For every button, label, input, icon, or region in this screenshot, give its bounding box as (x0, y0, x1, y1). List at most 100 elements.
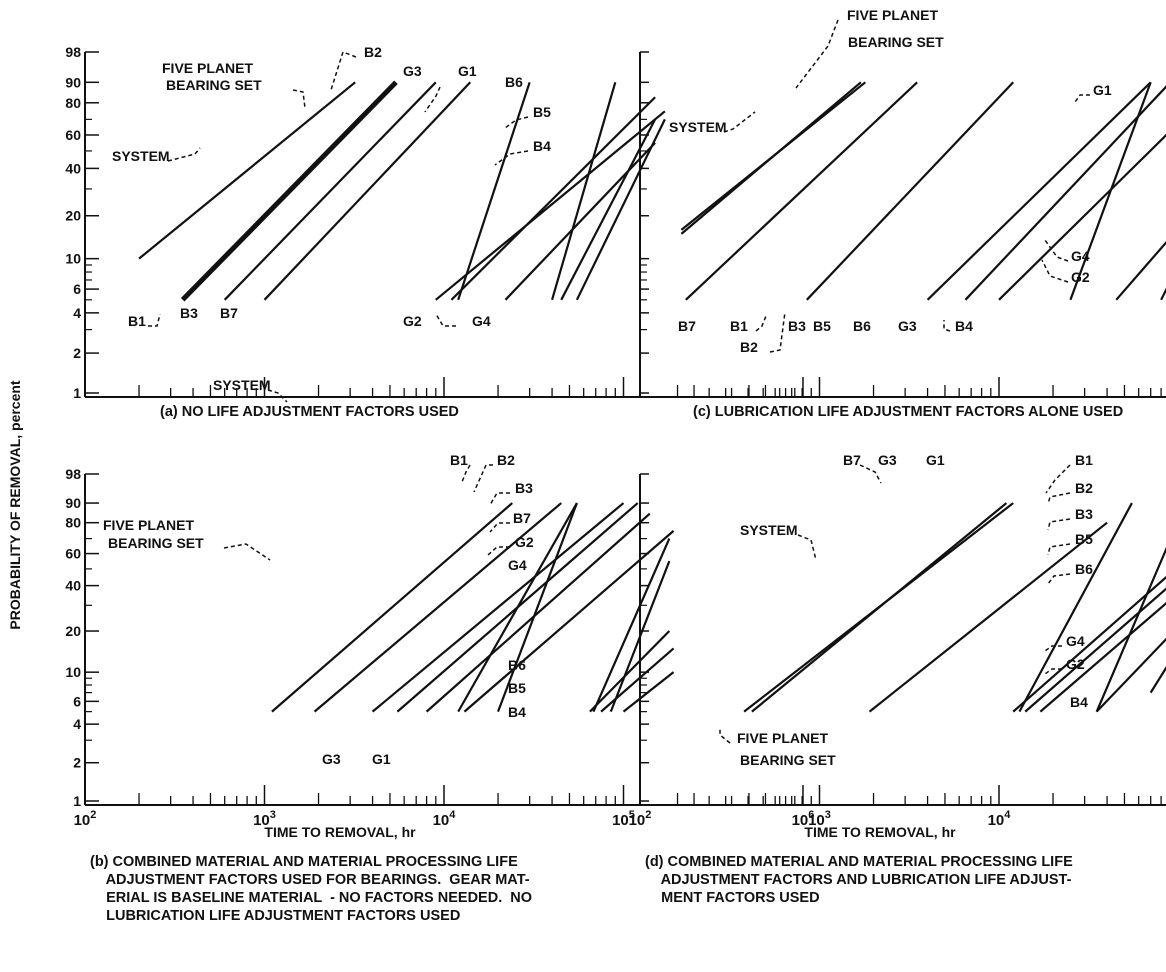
y-tick-label: 60 (65, 546, 81, 562)
series-label: B3 (788, 318, 806, 334)
series-line-b6 (589, 630, 671, 713)
series-line-five-planet-bearing-set (680, 81, 867, 231)
leader-line (167, 147, 201, 162)
series-line-g1 (497, 502, 578, 713)
series-label: SYSTEM (740, 522, 798, 538)
y-tick-label: 2 (73, 755, 81, 771)
y-tick-label: 40 (65, 160, 81, 176)
series-label: B1 (730, 318, 748, 334)
series-label: B2 (364, 44, 382, 60)
caption-line: MENT FACTORS USED (645, 890, 820, 906)
leader-line (1045, 464, 1071, 494)
series-label: B3 (1075, 506, 1093, 522)
series-label: B5 (508, 680, 526, 696)
series-line-g2 (1160, 287, 1166, 301)
leader-line (1047, 573, 1071, 585)
caption-line: (a) NO LIFE ADJUSTMENT FACTORS USED (160, 404, 459, 420)
x-tick-label: 102 (629, 809, 652, 829)
series-label: B5 (813, 318, 831, 334)
leader-line (1044, 239, 1069, 262)
leader-line (1041, 259, 1069, 283)
series-line-b1 (180, 80, 398, 302)
series-line-b5 (964, 85, 1166, 301)
leader-line (489, 492, 510, 506)
series-label: B4 (533, 138, 551, 154)
leader-line (719, 727, 731, 744)
leader-line (424, 86, 441, 113)
series-label: FIVE PLANET (103, 517, 194, 533)
series-line-five-planet-bearing-set (743, 502, 1014, 713)
series-line-five-planet-bearing-set (313, 502, 562, 713)
series-line-b7 (868, 521, 1108, 713)
series-label: B2 (1075, 480, 1093, 496)
panel-c: FIVE PLANET BEARING SET SYSTEM G1 G4 G2 B7 B1 B3… (639, 7, 1166, 398)
leader-line (473, 464, 493, 493)
leader-line (755, 315, 767, 332)
series-label: BEARING SET (166, 77, 262, 93)
leader-line (797, 534, 817, 561)
series-label: B2 (497, 452, 515, 468)
series-label: BEARING SET (740, 752, 836, 768)
y-tick-label: 20 (65, 623, 81, 639)
series-label: G1 (926, 452, 945, 468)
series-line-system (138, 81, 356, 260)
series-line-b5 (1095, 637, 1166, 713)
leader-line (1044, 668, 1062, 675)
x-tick-label: 104 (988, 809, 1012, 829)
y-tick-label: 4 (73, 716, 81, 732)
leader-line (1047, 518, 1071, 531)
leader-line (1044, 645, 1062, 652)
leader-line (859, 464, 882, 484)
series-label: B3 (180, 305, 198, 321)
series-line-b5 (435, 110, 666, 301)
y-axis-title: PROBABILITY OF REMOVAL, percent (7, 380, 23, 630)
series-line-b4 (622, 671, 675, 713)
y-tick-label: 4 (73, 305, 81, 321)
series-label: G2 (403, 313, 422, 329)
series-label: B4 (955, 318, 973, 334)
x-tick-label: 102 (74, 809, 97, 829)
leader-line (723, 111, 756, 133)
series-line-g3 (457, 81, 531, 301)
series-label: B6 (508, 657, 526, 673)
series-line-b3 (1039, 601, 1166, 713)
series-label: B1 (1075, 452, 1093, 468)
caption-panel-a: (a) NO LIFE ADJUSTMENT FACTORS USED (160, 403, 459, 421)
series-label: B6 (853, 318, 871, 334)
series-line-b6 (450, 96, 656, 301)
series-line-b1 (371, 502, 625, 713)
series-label: B3 (515, 480, 533, 496)
series-label: G4 (1071, 248, 1090, 264)
x-axis-title-right: TIME TO REMOVAL, hr (804, 824, 956, 840)
series-label: B1 (450, 452, 468, 468)
y-tick-label: 98 (65, 44, 81, 60)
y-tick-label: 20 (65, 208, 81, 224)
y-tick-label: 10 (65, 251, 81, 267)
series-label: FIVE PLANET (847, 7, 938, 23)
series-line-b4 (1115, 240, 1166, 301)
caption-line: ADJUSTMENT FACTORS AND LUBRICATION LIFE … (645, 872, 1072, 888)
series-line-b1 (806, 81, 1015, 301)
leader-line (461, 464, 471, 483)
leader-line (292, 89, 306, 109)
series-label: B6 (505, 74, 523, 90)
series-line-b3 (926, 81, 1152, 301)
caption-panel-b: (b) COMBINED MATERIAL AND MATERIAL PROCE… (90, 853, 532, 925)
series-label: G2 (1066, 656, 1085, 672)
series-line-g3 (457, 502, 578, 713)
series-line-g3 (1018, 502, 1133, 713)
series-line-b7 (685, 81, 918, 301)
series-line-g3 (1069, 81, 1152, 301)
caption-line: (d) COMBINED MATERIAL AND MATERIAL PROCE… (645, 854, 1073, 870)
y-tick-label: 6 (73, 281, 81, 297)
y-tick-label: 2 (73, 345, 81, 361)
caption-panel-d: (d) COMBINED MATERIAL AND MATERIAL PROCE… (645, 853, 1073, 907)
series-line-b7 (263, 81, 472, 301)
y-tick-label: 80 (65, 515, 81, 531)
caption-panel-c: (c) LUBRICATION LIFE ADJUSTMENT FACTORS … (693, 403, 1123, 421)
series-label: G4 (472, 313, 491, 329)
y-tick-label: 1 (73, 385, 81, 401)
series-label: SYSTEM (112, 148, 170, 164)
leader-line (504, 116, 529, 129)
leader-line (769, 311, 786, 353)
